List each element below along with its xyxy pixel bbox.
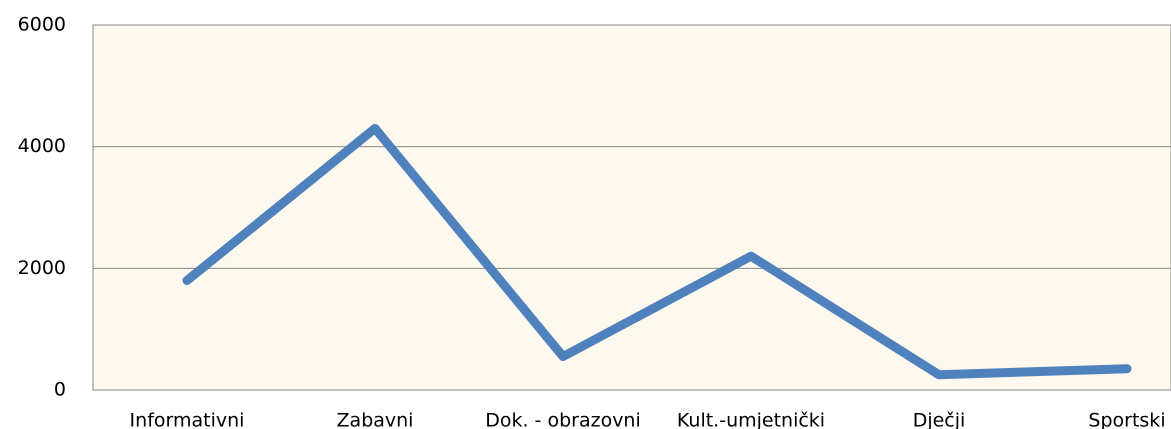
x-tick-label: Sportski (1088, 410, 1165, 429)
x-tick-label: Dječji (913, 410, 966, 429)
x-tick-label: Zabavni (337, 410, 414, 429)
x-tick-label: Dok. - obrazovni (485, 410, 641, 429)
data-line (182, 123, 1132, 380)
y-tick-label: 2000 (18, 257, 66, 279)
x-tick-label: Kult.-umjetnički (677, 410, 825, 429)
x-tick-label: Informativni (130, 410, 245, 429)
y-tick-label: 6000 (18, 14, 66, 36)
y-tick-label: 4000 (18, 135, 66, 157)
plot-area (92, 24, 1171, 391)
y-tick-label: 0 (54, 379, 66, 401)
